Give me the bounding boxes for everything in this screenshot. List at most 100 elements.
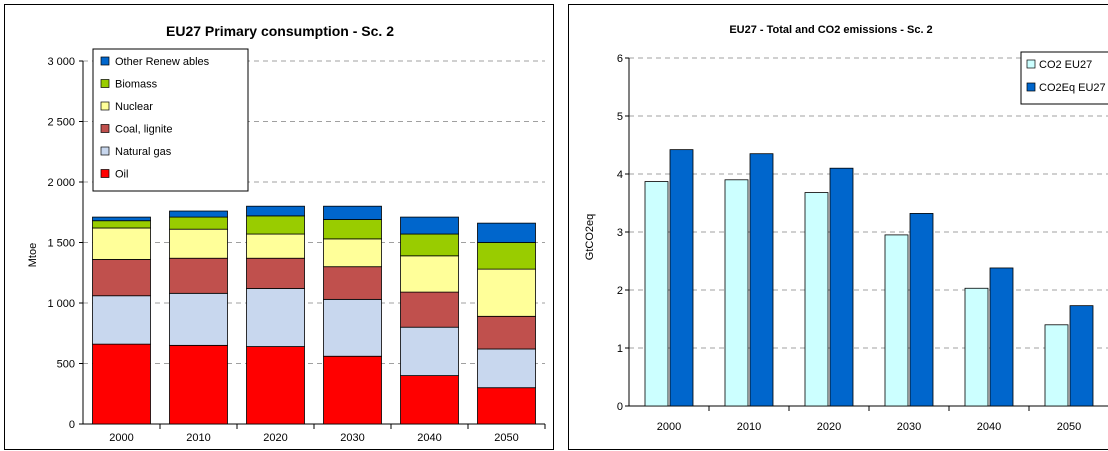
legend-label: Natural gas xyxy=(115,146,172,158)
bar-segment xyxy=(477,348,536,389)
legend-swatch xyxy=(100,124,110,133)
y-tick-label: 2 xyxy=(617,285,623,297)
legend-swatch xyxy=(1026,82,1036,92)
bar-segment xyxy=(246,257,305,289)
bar-segment xyxy=(92,227,151,260)
bar-segment xyxy=(169,228,228,259)
bar xyxy=(989,267,1014,407)
legend-label: CO2Eq EU27 xyxy=(1039,82,1106,94)
x-tick-label: 2050 xyxy=(494,432,518,444)
legend-swatch xyxy=(100,56,110,66)
legend-label: Other Renew ables xyxy=(115,56,210,68)
chart-title: EU27 Primary consumption - Sc. 2 xyxy=(166,23,394,39)
bar xyxy=(644,181,669,407)
bar-segment xyxy=(246,288,305,347)
bar-segment xyxy=(169,344,228,425)
bar-segment xyxy=(477,268,536,317)
bar xyxy=(829,167,854,407)
x-tick-label: 2010 xyxy=(737,421,761,433)
bar xyxy=(1044,324,1069,407)
bar-segment xyxy=(400,255,459,293)
bar-segment xyxy=(400,326,459,377)
legend-label: Nuclear xyxy=(115,101,153,113)
y-tick-label: 2 500 xyxy=(47,117,75,129)
bar-segment xyxy=(169,210,228,218)
y-tick-label: 3 xyxy=(617,227,623,239)
bar xyxy=(964,287,989,407)
x-tick-label: 2000 xyxy=(109,432,133,444)
bar-segment xyxy=(92,259,151,297)
bar-segment xyxy=(246,215,305,235)
legend-swatch xyxy=(100,101,110,111)
bar-segment xyxy=(246,233,305,259)
bar xyxy=(669,149,694,407)
bar xyxy=(884,234,909,407)
y-axis-label: GtCO2eq xyxy=(584,214,596,260)
bar-segment xyxy=(400,375,459,425)
legend-swatch xyxy=(100,146,110,156)
bar-segment xyxy=(246,346,305,425)
bar-segment xyxy=(92,220,151,229)
y-tick-label: 1 xyxy=(617,343,623,355)
y-tick-label: 0 xyxy=(617,401,623,413)
bar xyxy=(749,153,774,407)
y-tick-label: 1 000 xyxy=(47,298,75,310)
bar-segment xyxy=(400,291,459,328)
bar xyxy=(909,213,934,407)
bar-segment xyxy=(323,266,382,300)
bar-segment xyxy=(400,216,459,235)
x-tick-label: 2050 xyxy=(1057,421,1081,433)
bar-segment xyxy=(477,315,536,350)
y-axis-label: Mtoe xyxy=(27,243,39,267)
bar-segment xyxy=(169,292,228,346)
legend-label: CO2 EU27 xyxy=(1039,59,1092,71)
x-tick-label: 2030 xyxy=(340,432,364,444)
x-tick-label: 2010 xyxy=(186,432,210,444)
y-tick-label: 4 xyxy=(617,169,623,181)
bar-segment xyxy=(323,219,382,240)
bar-segment xyxy=(323,298,382,357)
y-tick-label: 1 500 xyxy=(47,238,75,250)
legend-label: Biomass xyxy=(115,79,158,91)
y-tick-label: 0 xyxy=(69,419,75,431)
y-tick-label: 5 xyxy=(617,111,623,123)
x-tick-label: 2040 xyxy=(977,421,1001,433)
primary-consumption-chart: EU27 Primary consumption - Sc. 2 Mtoe 0 5… xyxy=(4,4,554,450)
legend-swatch xyxy=(1026,59,1036,69)
bar-segment xyxy=(246,205,305,217)
primary-consumption-svg: EU27 Primary consumption - Sc. 2 Mtoe 0 5… xyxy=(27,23,546,444)
bar-segment xyxy=(323,238,382,268)
legend-label: Oil xyxy=(115,169,128,181)
bar-segment xyxy=(477,222,536,243)
bar xyxy=(724,179,749,407)
bar xyxy=(804,192,829,407)
y-tick-label: 6 xyxy=(617,53,623,65)
legend-swatch xyxy=(100,169,110,178)
y-tick-label: 500 xyxy=(57,359,75,371)
bar-segment xyxy=(92,216,151,222)
x-tick-label: 2020 xyxy=(263,432,287,444)
y-tick-label: 3 000 xyxy=(47,56,75,68)
legend-swatch xyxy=(100,79,110,88)
emissions-chart: EU27 - Total and CO2 emissions - Sc. 2 G… xyxy=(568,4,1108,450)
x-tick-label: 2020 xyxy=(817,421,841,433)
bar-segment xyxy=(169,216,228,230)
x-tick-label: 2030 xyxy=(897,421,921,433)
emissions-svg: EU27 - Total and CO2 emissions - Sc. 2 G… xyxy=(584,24,1108,433)
legend-box xyxy=(92,48,249,192)
legend-box xyxy=(1020,51,1108,105)
bar-segment xyxy=(400,233,459,257)
bar-segment xyxy=(477,387,536,425)
chart-title: EU27 - Total and CO2 emissions - Sc. 2 xyxy=(729,24,932,36)
bar-segment xyxy=(169,257,228,294)
y-tick-label: 2 000 xyxy=(47,177,75,189)
bar-segment xyxy=(92,295,151,345)
bar-segment xyxy=(323,205,382,220)
x-tick-label: 2000 xyxy=(657,421,681,433)
bar-segment xyxy=(92,343,151,425)
bar-segment xyxy=(323,355,382,425)
x-tick-label: 2040 xyxy=(417,432,441,444)
legend-label: Coal, lignite xyxy=(115,124,172,136)
bar-segment xyxy=(477,242,536,270)
bar xyxy=(1069,305,1094,407)
